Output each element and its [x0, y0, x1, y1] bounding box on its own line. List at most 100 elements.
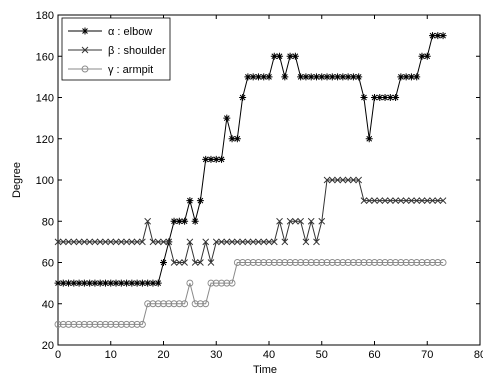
data-point	[81, 46, 89, 54]
data-point	[165, 238, 173, 246]
data-point	[249, 259, 257, 266]
x-tick-label: 70	[421, 349, 433, 361]
data-point	[413, 197, 421, 204]
data-point	[429, 197, 436, 204]
data-point	[402, 259, 410, 266]
data-point	[91, 238, 99, 246]
series-armpit	[54, 259, 447, 328]
data-point	[233, 135, 241, 143]
data-point	[355, 176, 362, 184]
data-point	[96, 279, 104, 287]
data-point	[128, 238, 136, 246]
data-point	[165, 300, 173, 308]
data-point	[355, 259, 363, 266]
data-point	[154, 279, 162, 287]
data-point	[202, 238, 210, 246]
data-point	[196, 300, 204, 308]
data-point	[407, 259, 415, 266]
data-point	[65, 279, 73, 287]
data-point	[207, 279, 215, 287]
data-point	[186, 238, 194, 246]
data-point	[181, 217, 189, 225]
data-point	[149, 279, 157, 287]
data-point	[239, 94, 247, 101]
axis-ticks: 0 10 20 30 40 50 60 70 80 20 40 60 80 100 120 140 160 180	[36, 10, 483, 361]
data-point	[54, 279, 62, 287]
data-point	[133, 238, 141, 246]
data-point	[397, 73, 405, 81]
data-point	[138, 279, 146, 287]
data-point	[170, 217, 178, 225]
data-point	[408, 197, 415, 204]
data-point	[186, 197, 194, 205]
data-point	[75, 238, 83, 246]
data-point	[223, 114, 231, 122]
data-point	[281, 73, 289, 81]
data-point	[371, 197, 378, 204]
data-point	[107, 279, 115, 287]
data-point	[212, 279, 220, 287]
data-point	[334, 73, 342, 81]
data-point	[202, 155, 210, 163]
data-point	[312, 73, 320, 81]
data-point	[149, 238, 157, 246]
data-point	[260, 238, 268, 246]
data-point	[228, 279, 236, 287]
data-point	[307, 217, 315, 225]
data-point	[334, 259, 342, 266]
data-point	[270, 52, 278, 60]
data-point	[123, 238, 130, 246]
data-point	[350, 176, 357, 184]
data-point	[80, 320, 88, 328]
data-point	[75, 279, 83, 287]
data-point	[233, 259, 241, 266]
x-axis-title: Time	[253, 364, 277, 376]
data-point	[91, 320, 99, 328]
legend: α : elbow β : shoulder γ : armpit	[61, 17, 171, 81]
data-point	[276, 52, 284, 60]
x-tick-label: 80	[474, 349, 483, 361]
data-point	[207, 155, 215, 163]
data-point	[276, 217, 283, 225]
y-tick-label: 120	[36, 134, 54, 146]
data-point	[392, 94, 400, 101]
data-point	[281, 238, 289, 246]
data-point	[181, 300, 189, 308]
data-point	[270, 259, 278, 266]
data-point	[197, 259, 204, 266]
data-point	[196, 197, 204, 205]
data-point	[170, 259, 178, 266]
data-point	[292, 217, 299, 225]
data-point	[439, 197, 447, 204]
data-point	[297, 73, 305, 81]
data-point	[228, 238, 236, 246]
series-line-shoulder	[58, 179, 444, 263]
data-point	[138, 320, 146, 328]
data-point	[112, 320, 120, 328]
data-point	[160, 300, 167, 308]
data-point	[154, 238, 162, 246]
y-tick-label: 160	[36, 51, 54, 63]
data-point	[91, 279, 99, 287]
data-point	[418, 259, 426, 266]
data-point	[334, 176, 341, 184]
data-point	[344, 259, 352, 266]
data-point	[218, 155, 226, 163]
data-point	[413, 259, 421, 266]
data-point	[318, 217, 326, 225]
data-point	[418, 197, 426, 204]
data-point	[212, 155, 220, 163]
data-point	[112, 238, 120, 246]
data-point	[434, 32, 442, 40]
data-point	[107, 238, 115, 246]
data-point	[176, 259, 183, 266]
data-point	[144, 217, 151, 225]
data-point	[170, 300, 178, 308]
data-point	[249, 238, 257, 246]
data-point	[360, 94, 368, 101]
data-point	[307, 73, 315, 81]
series-shoulder	[54, 176, 447, 266]
data-point	[228, 135, 236, 143]
data-point	[349, 259, 357, 266]
